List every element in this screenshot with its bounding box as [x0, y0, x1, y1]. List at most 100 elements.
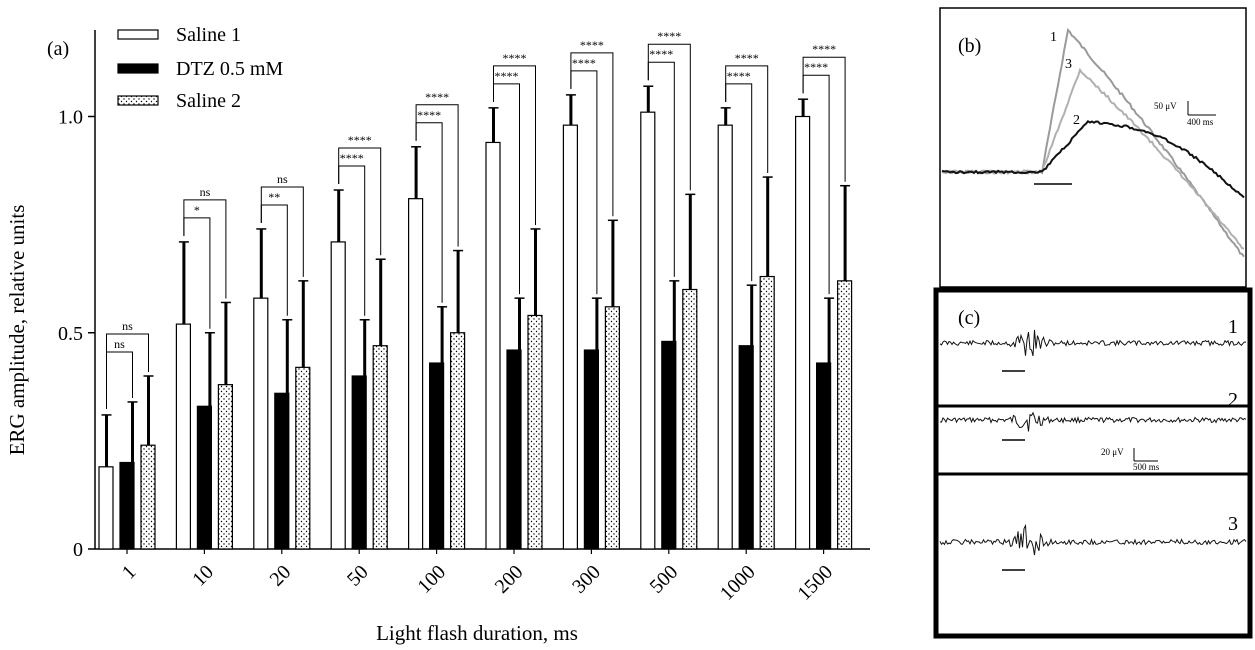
- panel-c: (c) 1 2 3 20 μV 500 ms: [933, 287, 1253, 639]
- significance-label-long: ns: [122, 319, 133, 333]
- bars: [98, 85, 853, 550]
- legend: Saline 1 DTZ 0.5 mM Saline 2: [117, 24, 283, 112]
- x-tick-label: 100: [413, 561, 450, 598]
- bracket-short: [415, 122, 443, 303]
- x-ticks: 1 10 20 50 100 200 300 500 1000 1500: [118, 549, 837, 605]
- significance-brackets: nsnsns*ns*******************************…: [106, 29, 846, 409]
- bar: [140, 444, 156, 550]
- erg-trace: [941, 119, 1245, 199]
- bar: [759, 275, 775, 550]
- x-tick-label: 50: [343, 561, 373, 591]
- x-tick-label: 1000: [716, 561, 760, 605]
- trace-number-3: 3: [1065, 57, 1072, 72]
- trace-number-2: 2: [1073, 113, 1080, 128]
- trace-label-3: 3: [1228, 513, 1238, 535]
- bar: [527, 314, 543, 550]
- y-axis-title: ERG amplitude, relative units: [5, 205, 29, 456]
- y-tick-label: 0.5: [58, 323, 83, 345]
- op-trace: [939, 329, 1247, 357]
- scale-label-voltage: 50 μV: [1154, 101, 1177, 111]
- legend-label-saline2: Saline 2: [176, 90, 241, 112]
- legend-label-dtz: DTZ 0.5 mM: [176, 58, 283, 80]
- bracket-short: [183, 217, 211, 329]
- significance-label-short: **: [268, 190, 280, 204]
- legend-swatch-dtz: [117, 63, 159, 74]
- bar: [717, 124, 733, 550]
- significance-label-short: ****: [340, 151, 364, 165]
- bar: [372, 345, 388, 550]
- bar: [836, 280, 853, 550]
- bracket-short: [260, 204, 288, 316]
- y-tick-label: 1.0: [58, 107, 83, 129]
- significance-label-short: ****: [804, 60, 828, 74]
- significance-label-short: ****: [572, 56, 596, 70]
- bar: [429, 362, 445, 550]
- significance-label-long: ****: [348, 133, 372, 147]
- op-trace: [939, 523, 1247, 556]
- panel-a-label: (a): [47, 38, 69, 60]
- x-tick-label: 500: [646, 561, 683, 598]
- bar: [506, 349, 522, 550]
- bar: [738, 345, 754, 550]
- bar: [217, 384, 233, 550]
- bar: [295, 366, 311, 550]
- bar: [583, 349, 600, 550]
- significance-label-short: ****: [417, 108, 441, 122]
- legend-swatch-saline2: [117, 95, 159, 106]
- bar: [450, 332, 466, 550]
- bar: [119, 461, 135, 550]
- scale-bar: 50 μV 400 ms: [1154, 101, 1216, 127]
- significance-label-short: ns: [114, 337, 125, 351]
- significance-label-long: ns: [200, 185, 211, 199]
- bar: [351, 375, 367, 550]
- panel-b: (b) 1 3 2 50 μV 400 ms: [939, 7, 1247, 288]
- bracket-short: [647, 61, 675, 277]
- x-tick-label: 1: [118, 561, 141, 584]
- bracket-short: [493, 83, 520, 295]
- panel-b-traces: [941, 27, 1245, 258]
- scale-bar-c: 20 μV 500 ms: [1101, 447, 1160, 472]
- x-tick-label: 200: [491, 561, 528, 598]
- significance-label-short: ****: [649, 47, 673, 61]
- scale-label-time: 400 ms: [1187, 117, 1214, 127]
- significance-label-long: ****: [503, 51, 527, 65]
- bracket-long: [183, 199, 227, 299]
- scale-label-c-voltage: 20 μV: [1101, 447, 1124, 457]
- bar: [640, 111, 656, 550]
- significance-label-long: ****: [812, 42, 836, 56]
- panel-c-label: (c): [958, 307, 980, 329]
- bracket-short: [106, 351, 133, 409]
- significance-label-long: ****: [657, 29, 681, 43]
- x-tick-label: 300: [568, 561, 605, 598]
- trace-number-1: 1: [1050, 30, 1057, 45]
- significance-label-long: ****: [735, 51, 759, 65]
- bar: [604, 306, 621, 550]
- panel-a: (a) Saline 1 DTZ 0.5 mM Saline 2 0 0.5 1.0…: [5, 24, 870, 645]
- x-tick-label: 20: [266, 561, 296, 591]
- panel-b-frame: [939, 7, 1247, 288]
- trace-label-1: 1: [1228, 316, 1238, 338]
- scale-label-c-time: 500 ms: [1133, 462, 1160, 472]
- op-trace: [939, 411, 1247, 432]
- x-tick-label: 1500: [793, 561, 837, 605]
- bar: [330, 241, 346, 550]
- bracket-short: [802, 74, 830, 295]
- significance-label-long: ****: [580, 38, 604, 52]
- bar: [175, 323, 191, 550]
- significance-label-short: ****: [495, 69, 519, 83]
- bar: [98, 466, 114, 550]
- x-tick-label: 10: [188, 561, 218, 591]
- bracket-short: [338, 165, 366, 316]
- panel-c-frame: [933, 287, 1253, 639]
- significance-label-short: *: [194, 203, 200, 217]
- legend-label-saline1: Saline 1: [176, 24, 241, 46]
- y-ticks: 0 0.5 1.0: [58, 107, 95, 561]
- bar: [408, 198, 424, 550]
- significance-label-short: ****: [727, 69, 751, 83]
- x-axis-title: Light flash duration, ms: [376, 621, 578, 645]
- panel-c-traces: [939, 329, 1247, 556]
- bar: [274, 392, 290, 550]
- significance-label-long: ns: [277, 172, 288, 186]
- bracket-long: [106, 333, 149, 409]
